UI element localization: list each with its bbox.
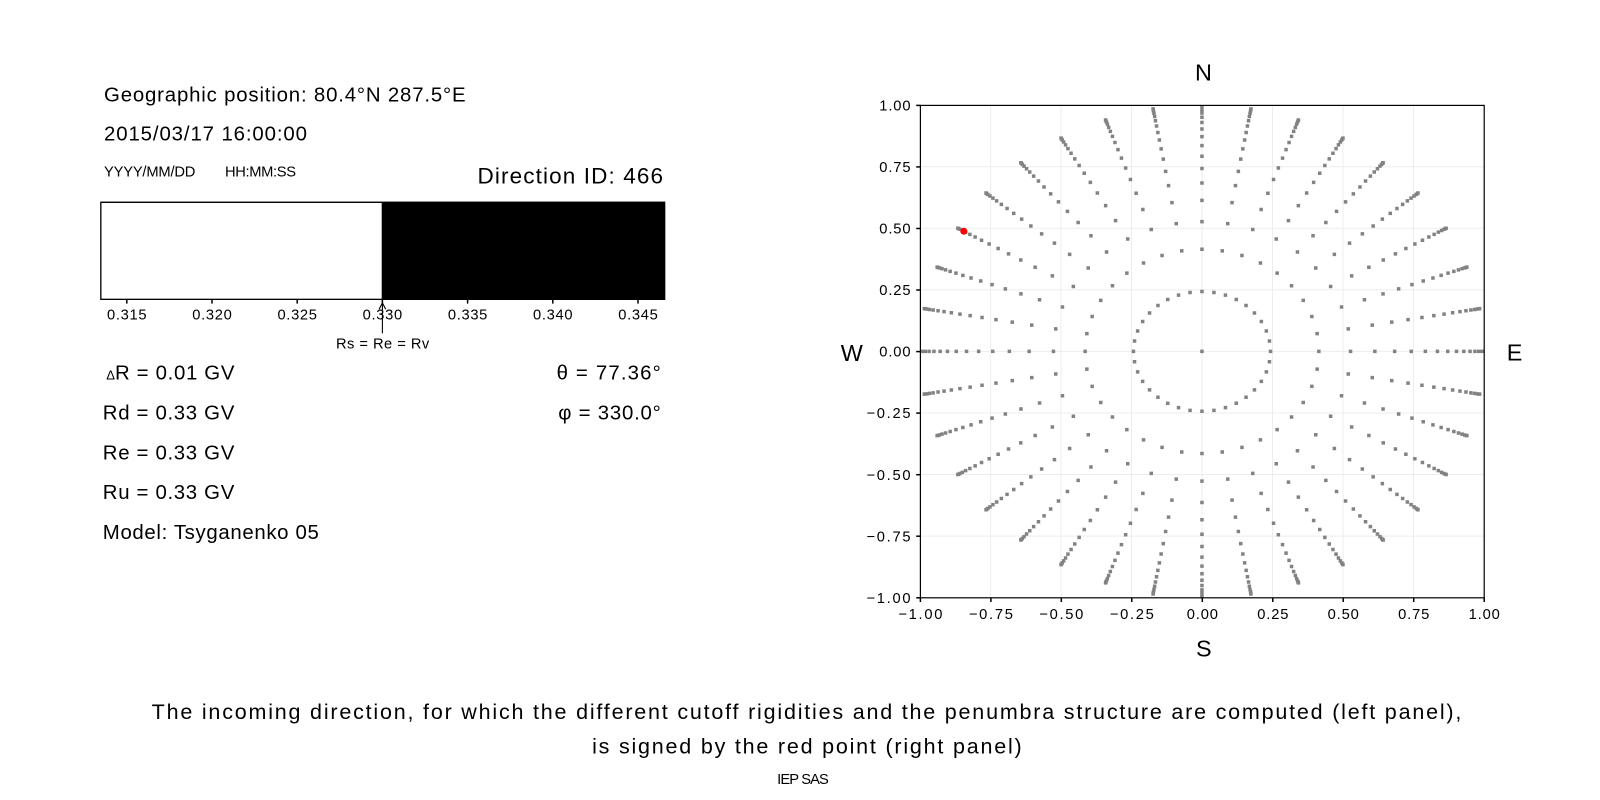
svg-text:0.315: 0.315 bbox=[107, 308, 147, 324]
svg-text:−0.25: −0.25 bbox=[867, 406, 911, 422]
svg-text:YYYY/MM/DD: YYYY/MM/DD bbox=[104, 165, 195, 181]
svg-text:0.00: 0.00 bbox=[879, 345, 910, 361]
svg-text:0.50: 0.50 bbox=[1328, 607, 1359, 623]
svg-text:ΔR = 0.01 GV: ΔR = 0.01 GV bbox=[106, 363, 235, 385]
svg-text:HH:MM:SS: HH:MM:SS bbox=[225, 165, 296, 181]
svg-text:Re = 0.33 GV: Re = 0.33 GV bbox=[103, 442, 235, 464]
svg-text:−0.25: −0.25 bbox=[1110, 607, 1154, 623]
svg-text:θ = 77.36°: θ = 77.36° bbox=[557, 363, 661, 385]
svg-text:1.00: 1.00 bbox=[1469, 607, 1500, 623]
svg-text:−1.00: −1.00 bbox=[867, 591, 911, 607]
svg-text:Direction ID: 466: Direction ID: 466 bbox=[478, 163, 664, 188]
svg-text:−0.75: −0.75 bbox=[867, 529, 911, 545]
svg-text:The incoming direction, for wh: The incoming direction, for which the di… bbox=[152, 700, 1462, 724]
svg-text:Model: Tsyganenko 05: Model: Tsyganenko 05 bbox=[103, 522, 319, 544]
svg-text:0.75: 0.75 bbox=[879, 160, 910, 176]
svg-text:−0.50: −0.50 bbox=[1039, 607, 1083, 623]
svg-text:2015/03/17 16:00:00: 2015/03/17 16:00:00 bbox=[104, 124, 307, 146]
svg-text:−0.75: −0.75 bbox=[969, 607, 1013, 623]
svg-text:0.00: 0.00 bbox=[1187, 607, 1218, 623]
svg-text:0.25: 0.25 bbox=[1257, 607, 1288, 623]
svg-text:0.340: 0.340 bbox=[533, 308, 573, 324]
svg-text:is signed by the red point (ri: is signed by the red point (right panel) bbox=[592, 734, 1022, 758]
svg-text:Rd = 0.33 GV: Rd = 0.33 GV bbox=[103, 403, 235, 425]
svg-text:0.345: 0.345 bbox=[618, 308, 658, 324]
svg-text:Geographic position: 80.4°N 28: Geographic position: 80.4°N 287.5°E bbox=[104, 85, 466, 107]
svg-text:0.75: 0.75 bbox=[1398, 607, 1429, 623]
svg-text:1.00: 1.00 bbox=[879, 98, 910, 114]
svg-text:−1.00: −1.00 bbox=[898, 607, 942, 623]
svg-text:IEP SAS: IEP SAS bbox=[777, 772, 829, 788]
svg-text:0.335: 0.335 bbox=[448, 308, 488, 324]
svg-text:−0.50: −0.50 bbox=[867, 468, 911, 484]
svg-text:S: S bbox=[1196, 636, 1212, 662]
svg-text:0.325: 0.325 bbox=[277, 308, 317, 324]
svg-text:Rs = Re = Rv: Rs = Re = Rv bbox=[336, 337, 430, 353]
svg-text:φ = 330.0°: φ = 330.0° bbox=[558, 403, 661, 425]
svg-text:0.320: 0.320 bbox=[192, 308, 232, 324]
svg-text:0.50: 0.50 bbox=[879, 222, 910, 238]
svg-text:W: W bbox=[841, 340, 863, 366]
svg-text:Ru = 0.33 GV: Ru = 0.33 GV bbox=[103, 482, 235, 504]
svg-text:E: E bbox=[1507, 340, 1523, 366]
svg-text:0.25: 0.25 bbox=[879, 283, 910, 299]
svg-text:N: N bbox=[1195, 60, 1212, 86]
